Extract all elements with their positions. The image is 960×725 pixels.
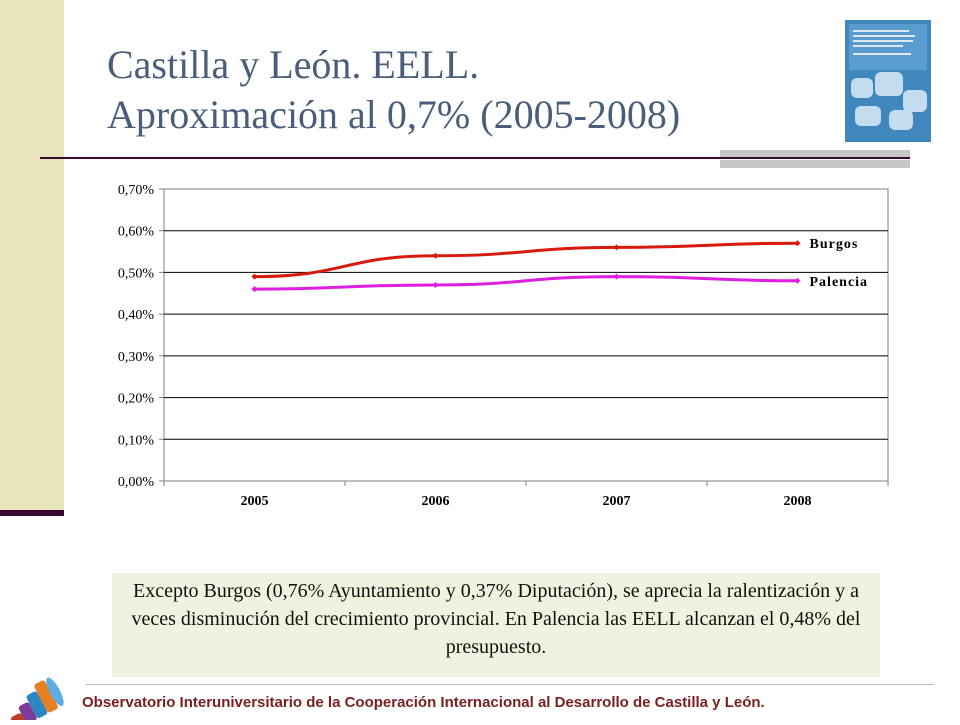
title-rule-accent-lower [720,160,910,168]
data-point-burgos [251,273,258,280]
report-cover-image [845,20,931,142]
line-chart: 0,00% 0,10% 0,20% 0,30% 0,40% 0,50% 0,60% 0,70%… [118,183,889,509]
report-cover-text-line [853,53,911,55]
y-tick-label: 0,20% [118,392,155,407]
data-point-palencia [251,286,258,293]
report-cover-roll [851,78,873,98]
report-cover-text-line [853,45,903,47]
left-accent-cap [0,510,64,516]
data-point-burgos [613,244,620,251]
y-tick-label: 0,10% [118,433,155,448]
report-cover-roll [855,106,881,126]
report-cover-text-line [853,40,913,42]
data-point-palencia [794,277,801,284]
report-cover-text-line [853,30,909,32]
observatory-logo [0,676,80,725]
series-line-burgos [254,241,798,279]
series-label-palencia: Palencia [810,275,869,290]
y-tick-label: 0,40% [118,308,155,323]
data-point-palencia [432,281,439,288]
y-tick-label: 0,50% [118,266,155,281]
report-cover-roll [875,72,903,96]
chart: 0,00% 0,10% 0,20% 0,30% 0,40% 0,50% 0,60% 0,70%… [68,175,898,520]
title-line-1: Castilla y León. EELL. [107,42,480,87]
title-line-2: Aproximación al 0,7% (2005-2008) [107,92,681,137]
report-cover-roll [889,110,913,130]
y-tick-label: 0,00% [118,475,155,490]
data-point-burgos [432,252,439,259]
slide-title: Castilla y León. EELL. Aproximación al 0… [107,40,827,140]
footer-text: Observatorio Interuniversitario de la Co… [82,694,765,711]
title-rule-accent [720,150,910,158]
report-cover-roll [903,90,927,112]
x-tick-label: 2006 [422,494,450,509]
y-tick-label: 0,70% [118,183,155,198]
plot-area [163,188,889,482]
y-tick-label: 0,30% [118,350,155,365]
x-tick-label: 2007 [603,494,631,509]
data-point-burgos [794,240,801,247]
series-label-burgos: Burgos [810,237,859,252]
data-point-palencia [613,273,620,280]
x-tick-label: 2008 [784,494,812,509]
series-line-palencia [254,275,798,291]
report-cover-text-line [853,35,915,37]
footer-rule [86,684,934,685]
left-accent-bar [0,0,64,512]
x-tick-label: 2005 [241,494,269,509]
y-tick-label: 0,60% [118,225,155,240]
note-box: Excepto Burgos (0,76% Ayuntamiento y 0,3… [112,573,880,677]
title-rule [40,157,910,159]
